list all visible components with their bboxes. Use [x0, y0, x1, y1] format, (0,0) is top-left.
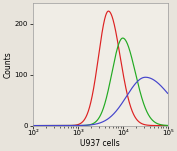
Y-axis label: Counts: Counts — [4, 51, 12, 78]
X-axis label: U937 cells: U937 cells — [80, 138, 120, 148]
